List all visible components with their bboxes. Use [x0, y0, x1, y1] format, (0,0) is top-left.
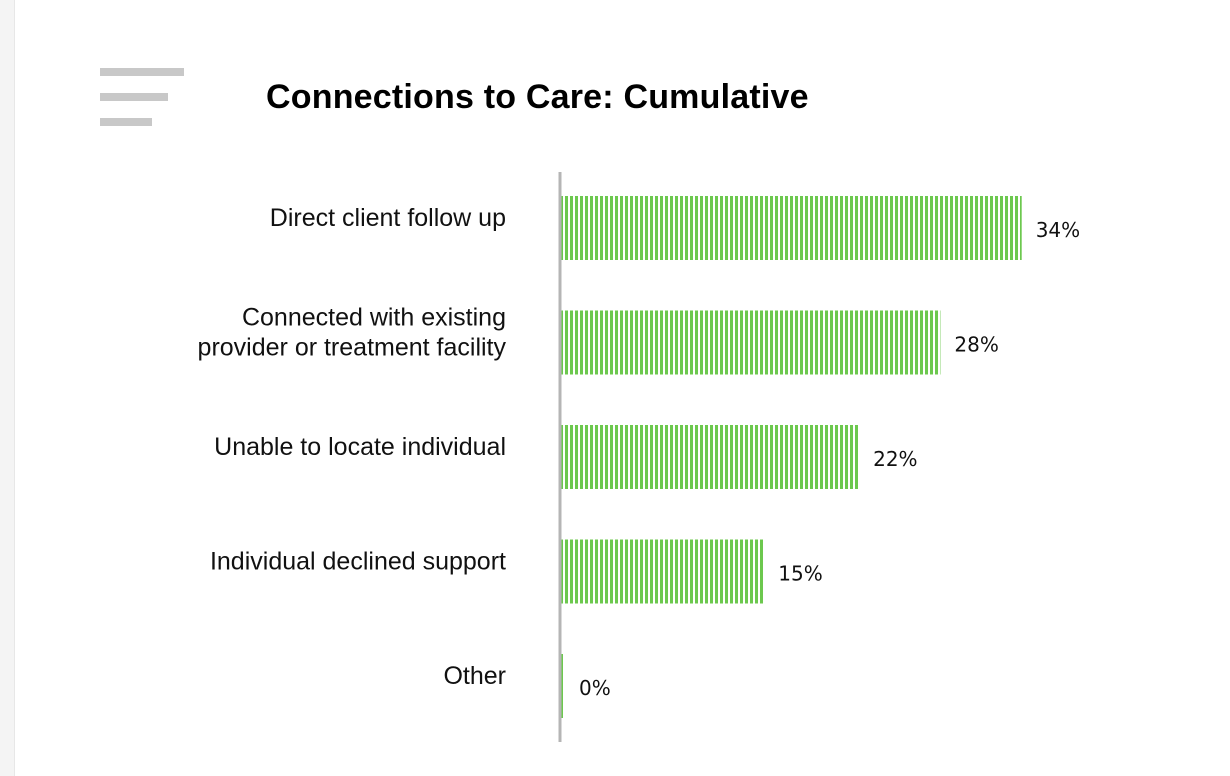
value-label: 34% — [1036, 218, 1080, 242]
category-label-line: Direct client follow up — [270, 204, 506, 232]
bar — [561, 196, 1022, 260]
page-edge — [0, 0, 15, 776]
category-label: Unable to locate individual — [214, 433, 506, 461]
value-label: 28% — [954, 333, 998, 357]
bar — [561, 654, 565, 718]
decorative-line — [100, 68, 184, 76]
category-label-line: provider or treatment facility — [198, 334, 507, 362]
labels-layer: 34% Direct client follow up 28% Connected w… — [198, 204, 1081, 700]
decorative-line — [100, 118, 152, 126]
category-label-line: Connected with existing — [242, 304, 506, 332]
category-label: Individual declined support — [210, 548, 506, 576]
category-label-line: Individual declined support — [210, 548, 506, 576]
category-label-line: Other — [443, 662, 506, 690]
category-label: Connected with existing provider or treat… — [198, 304, 507, 362]
value-label: 15% — [778, 562, 822, 586]
bar — [561, 425, 860, 489]
category-label: Direct client follow up — [270, 204, 506, 232]
category-label: Other — [443, 662, 506, 690]
bars-layer — [561, 196, 1022, 718]
category-label-line: Unable to locate individual — [214, 433, 506, 461]
value-label: 22% — [873, 447, 917, 471]
chart-title: Connections to Care: Cumulative — [266, 78, 809, 116]
value-label: 0% — [579, 676, 611, 700]
decorative-lines-icon — [100, 68, 184, 128]
bar — [561, 310, 941, 375]
decorative-line — [100, 93, 168, 101]
bar — [561, 539, 765, 604]
